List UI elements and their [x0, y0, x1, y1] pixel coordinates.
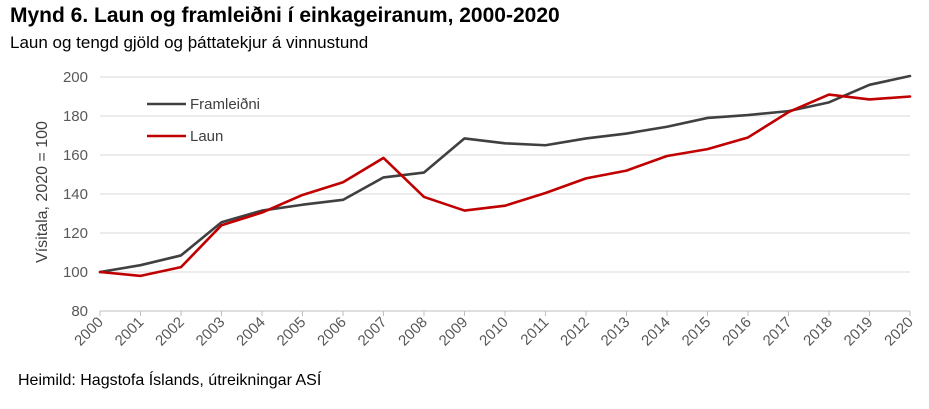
x-tick-label: 2019 [841, 314, 877, 350]
x-tick-label: 2002 [152, 314, 188, 350]
x-tick-label: 2009 [436, 314, 472, 350]
series-line-framlei-ni [98, 74, 912, 274]
source-note: Heimild: Hagstofa Íslands, útreikningar … [18, 372, 322, 389]
y-tick-label: 140 [63, 186, 88, 203]
x-axis-ticks: 2000 2001 2002 2003 2004 2005 2006 2007 2008 2009… [71, 311, 917, 349]
legend: Framleiðni Laun [147, 96, 260, 145]
y-tick-label: 200 [63, 69, 88, 86]
line-chart: 80 100 120 140 160 180 200 2000 2001 2002 2003 200… [34, 69, 917, 349]
x-tick-label: 2018 [800, 314, 836, 350]
y-axis-label: Vísitala, 2020 = 100 [34, 121, 51, 263]
x-tick-label: 2008 [395, 314, 431, 350]
gridlines [100, 76, 910, 273]
x-tick-label: 2006 [314, 314, 350, 350]
x-tick-label: 2014 [638, 314, 674, 350]
x-tick-label: 2017 [760, 314, 796, 350]
x-tick-label: 2020 [881, 314, 917, 350]
x-tick-label: 2013 [598, 314, 634, 350]
y-tick-label: 80 [71, 303, 88, 320]
legend-label-laun: Laun [190, 128, 223, 145]
x-tick-label: 2010 [476, 314, 512, 350]
x-tick-label: 2005 [274, 314, 310, 350]
x-tick-label: 2011 [517, 314, 552, 349]
legend-label-framlei-ni: Framleiðni [190, 96, 260, 113]
x-tick-label: 2012 [557, 314, 593, 350]
y-tick-label: 100 [63, 264, 88, 281]
series-lines [98, 74, 912, 278]
chart-title: Mynd 6. Laun og framleiðni í einkageiran… [10, 4, 560, 27]
y-axis-ticks: 80 100 120 140 160 180 200 [63, 69, 88, 320]
y-tick-label: 120 [63, 225, 88, 242]
x-tick-label: 2004 [233, 314, 269, 350]
x-tick-label: 2015 [679, 314, 715, 350]
x-tick-label: 2016 [719, 314, 755, 350]
y-tick-label: 160 [63, 147, 88, 164]
x-tick-label: 2003 [193, 314, 229, 350]
x-tick-label: 2007 [355, 314, 391, 350]
x-tick-label: 2001 [112, 314, 148, 350]
series-line-laun [98, 93, 912, 278]
chart-subtitle: Laun og tengd gjöld og þáttatekjur á vin… [10, 33, 369, 52]
y-tick-label: 180 [63, 108, 88, 125]
